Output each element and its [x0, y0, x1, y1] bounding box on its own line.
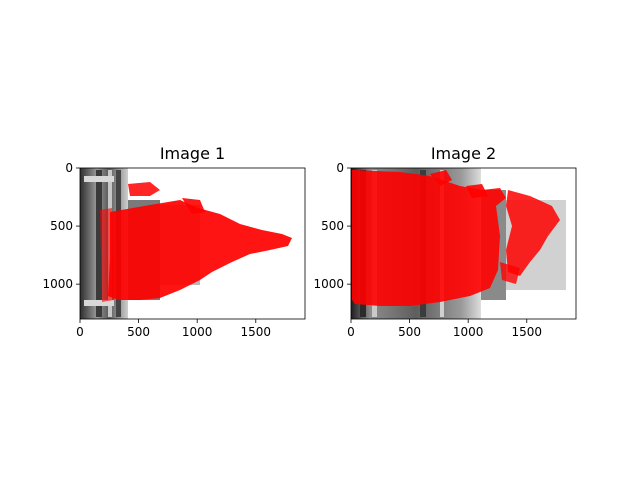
panel-image-1: [79, 167, 306, 320]
image-1-keypoints: [100, 182, 292, 302]
image-2-keypoints: [352, 170, 560, 306]
x-tick-label: 0: [76, 325, 84, 339]
y-tick-label: 1000: [313, 277, 344, 291]
axes-2-frame: [350, 167, 577, 320]
panel-image-2: [350, 167, 577, 320]
y-tick-label: 500: [321, 219, 344, 233]
x-tick-label: 1000: [182, 325, 213, 339]
image-1-title: Image 1: [160, 144, 225, 163]
x-tick-label: 0: [347, 325, 355, 339]
x-tick-label: 500: [398, 325, 421, 339]
y-tick-label: 0: [336, 161, 344, 175]
image-2-title: Image 2: [431, 144, 496, 163]
y-tick-label: 0: [65, 161, 73, 175]
tick-layer: 0 500 1000 1500 0 500 1000 0 500 1000 1500 0 500 1000: [42, 161, 542, 339]
y-tick-label: 500: [50, 219, 73, 233]
axes-1-frame: [79, 167, 306, 320]
x-tick-label: 500: [127, 325, 150, 339]
x-tick-label: 1000: [453, 325, 484, 339]
x-tick-label: 1500: [241, 325, 272, 339]
y-tick-label: 1000: [42, 277, 73, 291]
x-tick-label: 1500: [512, 325, 543, 339]
